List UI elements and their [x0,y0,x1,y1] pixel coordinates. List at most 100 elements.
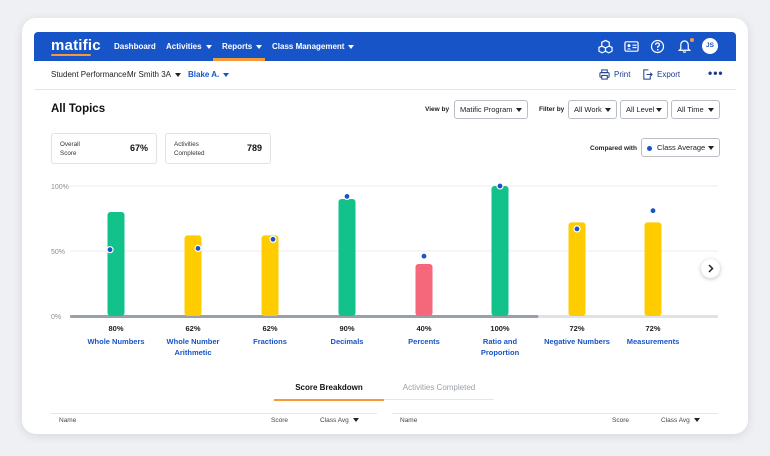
page-title: All Topics [51,103,106,115]
bar-value-label: 62% [262,324,277,333]
activities-label-line-2: Completed [174,150,205,157]
y-tick-label: 0% [51,314,61,321]
category-label: Negative Numbers [544,337,610,346]
y-tick-label: 100% [51,184,69,191]
activities-completed-label: Activities Completed [174,140,204,158]
chart-bar [644,222,662,316]
class-average-dot-icon [647,145,652,151]
cubes-icon[interactable] [598,39,613,54]
chevron-down-icon [693,418,700,423]
category-label: Fractions [253,337,287,346]
filter-time-select[interactable]: All Time [671,100,720,119]
chevron-down-icon [175,72,182,77]
nav-dashboard-label: Dashboard [114,42,156,51]
category-label: Percents [408,337,440,346]
column-name[interactable]: Name [59,417,77,424]
class-select[interactable]: Mr Smith 3A [127,61,182,89]
chart-bar [184,235,202,316]
filter-work-select[interactable]: All Work [568,100,617,119]
chevron-down-icon [223,72,230,77]
tab-score-breakdown[interactable]: Score Breakdown [274,382,384,401]
nav-active-indicator [213,58,265,61]
performance-bar-chart: 100% 50% 0% 80% Whole Numbers 62% Whole Number… [51,182,718,357]
filter-work-value: All Work [574,105,602,114]
chevron-down-icon [352,418,359,423]
export-icon [643,69,653,80]
view-by-select[interactable]: Matific Program [454,100,528,119]
y-tick-label: 50% [51,249,65,256]
column-score[interactable]: Score [612,417,629,424]
chart-scroll-track-active [70,315,539,318]
class-average-point [343,192,351,200]
category-label: Proportion [481,348,520,357]
chart-bar [338,199,356,316]
logo-underline [51,54,91,56]
activities-completed-card: Activities Completed 789 [165,133,271,164]
bar-value-label: 72% [569,324,584,333]
overall-score-label: Overall Score [60,140,80,158]
student-select[interactable]: Blake A. [188,61,230,89]
compared-with-label: Compared with [590,145,637,152]
chart-bar [568,222,586,316]
chevron-down-icon [516,108,522,112]
help-icon[interactable] [650,39,665,54]
bar-value-label: 100% [490,324,510,333]
filter-level-select[interactable]: All Level [620,100,668,119]
nav-class-management[interactable]: Class Management [272,32,355,61]
notification-dot [690,38,694,42]
bar-value-label: 40% [416,324,431,333]
tab-activities-completed[interactable]: Activities Completed [384,382,494,400]
bell-icon[interactable] [677,39,692,54]
class-average-point [420,252,428,260]
category-label: Decimals [331,337,364,346]
student-performance-label: Student Performance: [51,70,129,79]
filter-time-value: All Time [677,105,704,114]
view-by-label: View by [425,106,450,113]
class-average-point [269,235,277,243]
chart-bar [107,212,125,316]
chart-next-button[interactable] [701,259,720,278]
id-card-icon[interactable] [624,39,639,54]
chevron-down-icon [605,108,611,112]
class-select-value: Mr Smith 3A [127,70,172,79]
chevron-down-icon [708,108,714,112]
print-button[interactable]: Print [599,61,630,89]
overall-label-line-2: Score [60,150,77,157]
export-button[interactable]: Export [642,61,680,89]
column-score[interactable]: Score [271,417,288,424]
chart-scroll-track [538,315,718,318]
nav-reports[interactable]: Reports [222,32,263,61]
view-by-value: Matific Program [460,105,513,114]
chevron-right-icon [708,264,714,273]
overall-label-line-1: Overall [60,141,80,148]
filter-level-value: All Level [626,105,655,114]
column-class-avg[interactable]: Class Avg [320,417,359,424]
window-frame: matific Dashboard Activities Reports Cla… [22,18,748,434]
more-options-icon[interactable]: ••• [708,66,724,80]
class-average-point [106,246,114,254]
category-label: Whole Numbers [87,337,144,346]
category-label: Arithmetic [174,348,211,357]
class-average-point [573,225,581,233]
nav-reports-label: Reports [222,42,253,51]
overall-score-card: Overall Score 67% [51,133,157,164]
nav-activities-label: Activities [166,42,202,51]
column-class-avg[interactable]: Class Avg [661,417,700,424]
chevron-down-icon [256,44,263,49]
breakdown-tabs: Score Breakdown Activities Completed [274,382,496,401]
avatar[interactable]: JS [702,38,718,54]
matific-logo[interactable]: matific [51,37,101,54]
compare-value: Class Average [657,143,706,152]
nav-activities[interactable]: Activities [166,32,212,61]
column-name[interactable]: Name [400,417,418,424]
category-label: Whole Number [167,337,220,346]
class-average-point [194,244,202,253]
export-label: Export [657,70,681,79]
nav-dashboard[interactable]: Dashboard [114,32,156,61]
overall-score-value: 67% [129,143,148,153]
app: matific Dashboard Activities Reports Cla… [34,32,736,434]
compare-select[interactable]: Class Average [641,138,720,157]
student-select-value: Blake A. [188,70,220,79]
activities-completed-value: 789 [246,143,262,153]
activities-label-line-1: Activities [174,141,199,148]
